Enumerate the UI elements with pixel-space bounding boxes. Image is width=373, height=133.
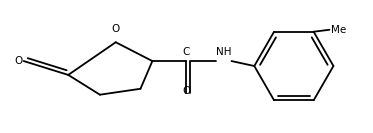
- Text: C: C: [182, 47, 190, 57]
- Text: O: O: [112, 24, 120, 34]
- Text: Me: Me: [332, 25, 347, 35]
- Text: O: O: [15, 56, 23, 66]
- Text: NH: NH: [216, 47, 231, 57]
- Text: O: O: [182, 86, 190, 96]
